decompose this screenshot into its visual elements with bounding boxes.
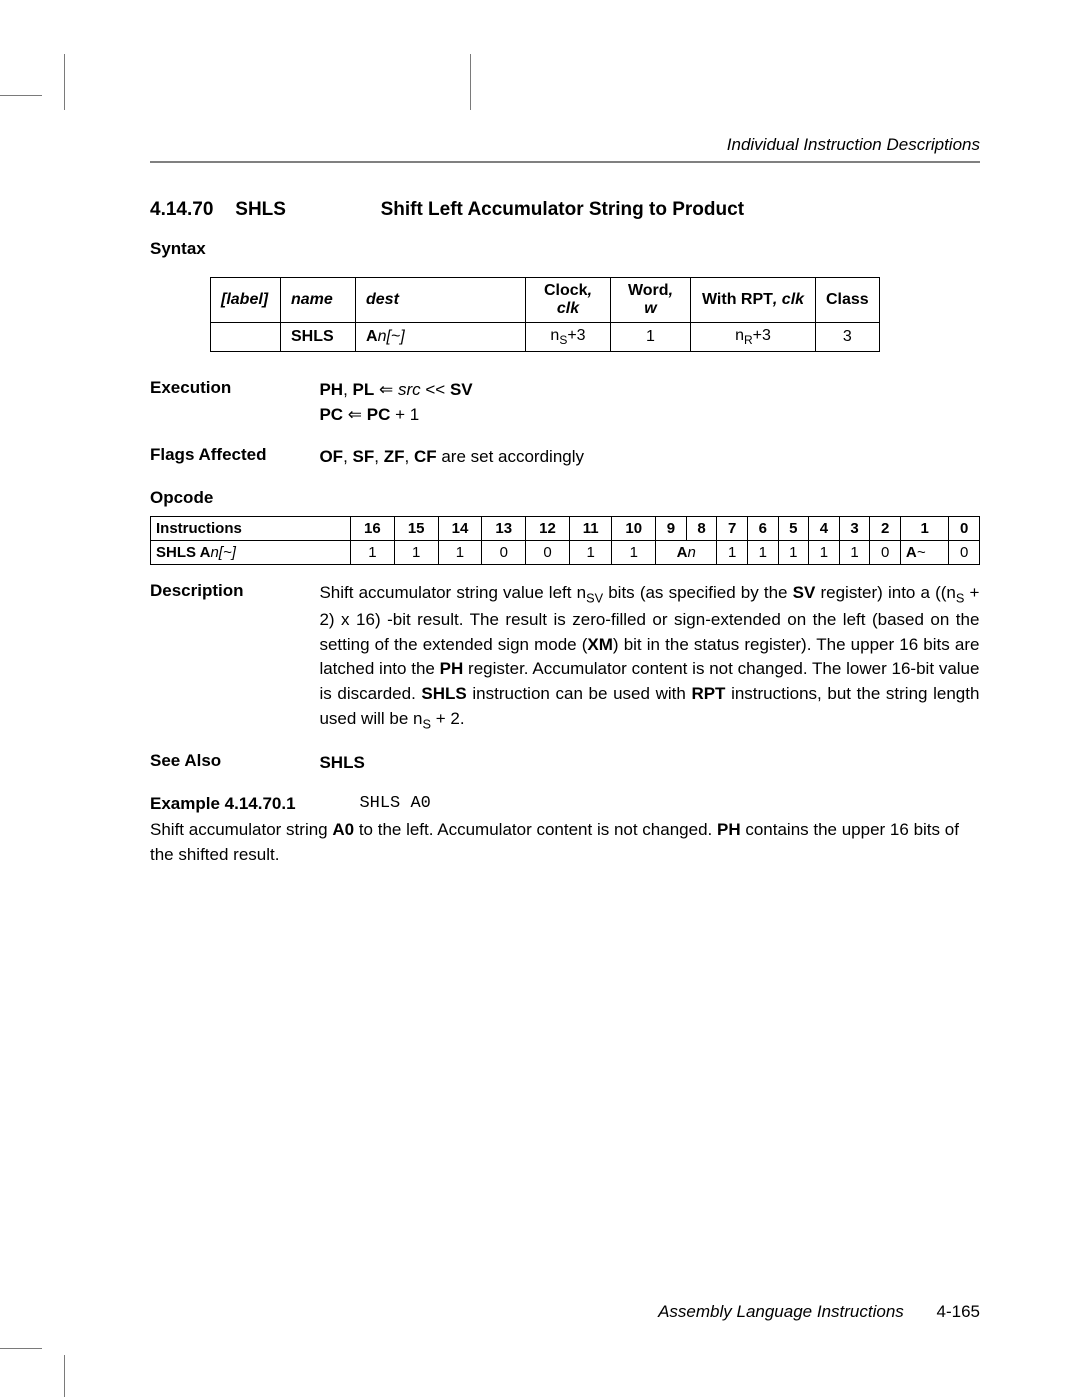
table-row: SHLS An[~] 1 1 1 0 0 1 1 An 1 1 1 1 1 0 … bbox=[151, 541, 980, 565]
opcode-instr-cell: SHLS An[~] bbox=[151, 541, 351, 565]
col-name: name bbox=[281, 278, 356, 323]
bit-cell: 0 bbox=[949, 541, 980, 565]
cell-clock: nS+3 bbox=[526, 323, 611, 352]
syntax-block: Syntax bbox=[150, 239, 980, 259]
bit-cell-atilde: A~ bbox=[900, 541, 948, 565]
bit-col: 15 bbox=[394, 517, 438, 541]
cell-class: 3 bbox=[816, 323, 880, 352]
footer-title: Assembly Language Instructions bbox=[658, 1302, 904, 1321]
col-word: Word, w bbox=[611, 278, 691, 323]
bit-cell-an: An bbox=[656, 541, 717, 565]
bit-col: 9 bbox=[656, 517, 687, 541]
bit-cell: 1 bbox=[612, 541, 656, 565]
example-text: Shift accumulator string A0 to the left.… bbox=[150, 818, 980, 867]
cell-label bbox=[211, 323, 281, 352]
crop-mark bbox=[64, 54, 65, 110]
description-body: Shift accumulator string value left nSV … bbox=[319, 581, 979, 733]
page: Individual Instruction Descriptions 4.14… bbox=[0, 0, 1080, 1397]
bit-cell: 1 bbox=[569, 541, 611, 565]
bit-col: 4 bbox=[809, 517, 840, 541]
example-code: SHLS A0 bbox=[359, 794, 430, 813]
flags-label: Flags Affected bbox=[150, 445, 315, 465]
opcode-heading: Opcode bbox=[150, 488, 980, 508]
section-title: 4.14.70 SHLS Shift Left Accumulator Stri… bbox=[150, 199, 980, 221]
bit-col: 14 bbox=[438, 517, 482, 541]
seealso-body: SHLS bbox=[319, 751, 979, 776]
col-rpt: With RPT, clk bbox=[691, 278, 816, 323]
col-clock: Clock, clk bbox=[526, 278, 611, 323]
bit-cell: 1 bbox=[747, 541, 778, 565]
crop-mark bbox=[0, 95, 42, 96]
crop-mark bbox=[64, 1355, 65, 1397]
col-dest: dest bbox=[356, 278, 526, 323]
bit-cell: 1 bbox=[809, 541, 840, 565]
flags-block: Flags Affected OF, SF, ZF, CF are set ac… bbox=[150, 445, 980, 470]
example-block: Example 4.14.70.1 SHLS A0 bbox=[150, 794, 980, 814]
bit-cell: 1 bbox=[394, 541, 438, 565]
bit-col: 5 bbox=[778, 517, 809, 541]
syntax-heading: Syntax bbox=[150, 239, 315, 259]
bit-col: 0 bbox=[949, 517, 980, 541]
bit-col: 12 bbox=[526, 517, 570, 541]
table-row: Instructions 16 15 14 13 12 11 10 9 8 7 … bbox=[151, 517, 980, 541]
example-label: Example 4.14.70.1 bbox=[150, 794, 355, 814]
bit-col: 2 bbox=[870, 517, 901, 541]
crop-mark bbox=[470, 54, 471, 110]
cell-rpt: nR+3 bbox=[691, 323, 816, 352]
crop-mark bbox=[0, 1348, 42, 1349]
syntax-table: [label] name dest Clock, clk Word, w Wit… bbox=[210, 277, 880, 352]
description-block: Description Shift accumulator string val… bbox=[150, 581, 980, 733]
opcode-table: Instructions 16 15 14 13 12 11 10 9 8 7 … bbox=[150, 516, 980, 565]
bit-col: 3 bbox=[839, 517, 870, 541]
page-footer: Assembly Language Instructions 4-165 bbox=[658, 1302, 980, 1322]
opcode-label: Opcode bbox=[150, 488, 315, 508]
bit-col: 6 bbox=[747, 517, 778, 541]
bit-col: 1 bbox=[900, 517, 948, 541]
section-mnemonic: SHLS bbox=[235, 199, 375, 221]
cell-word: 1 bbox=[611, 323, 691, 352]
bit-col: 16 bbox=[351, 517, 395, 541]
seealso-block: See Also SHLS bbox=[150, 751, 980, 776]
execution-block: Execution PH, PL ⇐ src << SV PC ⇐ PC + 1 bbox=[150, 378, 980, 427]
bit-cell: 0 bbox=[526, 541, 570, 565]
bit-cell: 1 bbox=[839, 541, 870, 565]
cell-name: SHLS bbox=[281, 323, 356, 352]
col-label: [label] bbox=[211, 278, 281, 323]
section-number: 4.14.70 bbox=[150, 199, 230, 221]
section-name: Shift Left Accumulator String to Product bbox=[381, 199, 744, 220]
bit-cell: 0 bbox=[482, 541, 526, 565]
description-label: Description bbox=[150, 581, 315, 601]
bit-cell: 1 bbox=[438, 541, 482, 565]
bit-cell: 1 bbox=[351, 541, 395, 565]
bit-cell: 1 bbox=[717, 541, 748, 565]
bit-col: 13 bbox=[482, 517, 526, 541]
execution-body: PH, PL ⇐ src << SV PC ⇐ PC + 1 bbox=[319, 378, 979, 427]
bit-col: 8 bbox=[686, 517, 717, 541]
header-rule bbox=[150, 161, 980, 163]
table-row: [label] name dest Clock, clk Word, w Wit… bbox=[211, 278, 880, 323]
flags-body: OF, SF, ZF, CF are set accordingly bbox=[319, 445, 979, 470]
bit-cell: 0 bbox=[870, 541, 901, 565]
execution-label: Execution bbox=[150, 378, 315, 398]
bit-col: 7 bbox=[717, 517, 748, 541]
bit-col: 11 bbox=[569, 517, 611, 541]
table-row: SHLS An[~] nS+3 1 nR+3 3 bbox=[211, 323, 880, 352]
bit-cell: 1 bbox=[778, 541, 809, 565]
footer-page: 4-165 bbox=[937, 1302, 980, 1321]
seealso-label: See Also bbox=[150, 751, 315, 771]
cell-dest: An[~] bbox=[356, 323, 526, 352]
bit-col: 10 bbox=[612, 517, 656, 541]
opcode-instr-head: Instructions bbox=[151, 517, 351, 541]
running-head: Individual Instruction Descriptions bbox=[150, 135, 980, 155]
col-class: Class bbox=[816, 278, 880, 323]
